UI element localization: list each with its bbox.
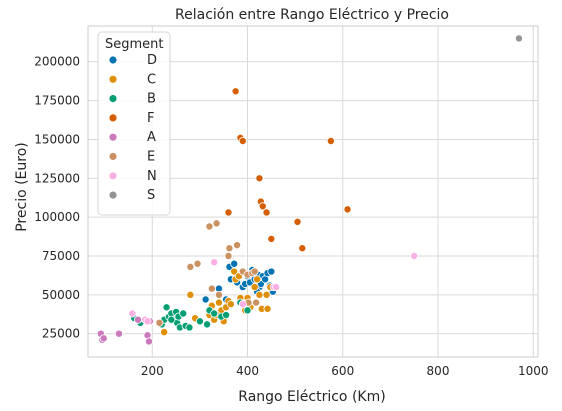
data-point-n xyxy=(272,283,281,292)
data-point-c xyxy=(230,267,239,276)
data-point-e xyxy=(224,251,233,260)
data-point-n xyxy=(128,309,137,318)
data-point-b xyxy=(185,323,194,332)
legend-marker-e xyxy=(108,152,118,161)
chart-title: Relación entre Rango Eléctrico y Precio xyxy=(175,7,449,23)
legend-marker-n xyxy=(108,171,118,181)
data-point-f xyxy=(298,244,307,253)
data-point-f xyxy=(343,205,352,214)
y-tick-label: 200000 xyxy=(34,55,80,69)
y-tick-label: 175000 xyxy=(34,94,80,108)
data-point-c xyxy=(262,290,271,299)
data-point-f xyxy=(293,217,302,226)
y-tick-labels: 25000 50000 75000 100000 125000 150000 175000 2… xyxy=(34,55,80,341)
data-points xyxy=(96,34,523,346)
legend-marker-a xyxy=(108,132,118,142)
data-point-e xyxy=(186,262,195,271)
data-point-f xyxy=(258,202,267,211)
grid-lines xyxy=(88,26,538,357)
data-point-a xyxy=(99,334,108,343)
legend-title: Segment xyxy=(105,37,164,52)
data-point-b xyxy=(210,309,219,318)
data-point-c xyxy=(160,328,169,337)
legend-label-a: A xyxy=(147,130,156,145)
data-point-b xyxy=(195,317,204,326)
data-point-a xyxy=(144,337,153,346)
x-tick-label: 200 xyxy=(141,364,164,378)
data-point-e xyxy=(193,259,202,268)
data-point-b xyxy=(179,309,188,318)
data-point-e xyxy=(250,267,259,276)
legend-label-n: N xyxy=(147,169,157,184)
data-point-f xyxy=(262,208,271,217)
data-point-d xyxy=(230,259,239,268)
data-point-c xyxy=(186,290,195,299)
data-point-b xyxy=(243,306,252,315)
y-tick-label: 25000 xyxy=(42,327,80,341)
data-point-f xyxy=(224,208,233,217)
data-point-n xyxy=(210,258,219,267)
legend-label-b: B xyxy=(147,92,156,107)
legend-label-c: C xyxy=(147,72,156,87)
data-point-e xyxy=(212,219,221,228)
legend-label-f: F xyxy=(147,111,154,126)
data-point-e xyxy=(225,244,234,253)
data-point-c xyxy=(255,290,264,299)
data-point-c xyxy=(263,304,272,313)
data-point-f xyxy=(255,174,264,183)
data-point-e xyxy=(155,318,164,327)
data-point-f xyxy=(267,234,276,243)
data-point-b xyxy=(162,303,171,312)
data-point-e xyxy=(252,298,261,307)
data-point-f xyxy=(231,87,240,96)
legend-marker-c xyxy=(108,74,118,84)
data-point-c xyxy=(250,283,259,292)
legend-marker-d xyxy=(108,55,118,65)
data-point-a xyxy=(133,315,142,324)
y-tick-label: 75000 xyxy=(42,249,80,263)
x-tick-label: 800 xyxy=(427,364,450,378)
legend-marker-s xyxy=(108,190,118,200)
y-tick-label: 125000 xyxy=(34,171,80,185)
data-point-e xyxy=(207,284,216,293)
x-tick-label: 1000 xyxy=(518,364,549,378)
data-point-n xyxy=(143,317,152,326)
y-tick-label: 150000 xyxy=(34,132,80,146)
x-axis-title: Rango Eléctrico (Km) xyxy=(238,389,385,405)
data-point-s xyxy=(514,34,523,43)
data-point-b xyxy=(222,311,231,320)
y-tick-label: 50000 xyxy=(42,288,80,302)
data-point-e xyxy=(205,222,214,231)
legend-label-s: S xyxy=(147,188,155,203)
y-axis-title: Precio (Euro) xyxy=(14,142,30,232)
data-point-e xyxy=(214,290,223,299)
data-point-c xyxy=(253,275,262,284)
data-point-n xyxy=(410,251,419,260)
data-point-c xyxy=(226,300,235,309)
data-point-f xyxy=(326,136,335,145)
data-point-d xyxy=(201,295,210,304)
data-point-c xyxy=(214,298,223,307)
legend-label-e: E xyxy=(147,150,155,165)
plot-frame xyxy=(87,25,539,358)
legend-marker-f xyxy=(108,113,118,123)
data-point-b xyxy=(203,320,212,329)
x-tick-label: 600 xyxy=(331,364,354,378)
y-tick-label: 100000 xyxy=(34,210,80,224)
data-point-n xyxy=(238,300,247,309)
x-tick-labels: 200 400 600 800 1000 xyxy=(141,364,549,378)
data-point-b xyxy=(167,315,176,324)
data-point-a xyxy=(114,329,123,338)
data-point-e xyxy=(233,241,242,250)
legend-marker-b xyxy=(108,94,118,103)
data-point-f xyxy=(238,136,247,145)
x-tick-label: 400 xyxy=(236,364,259,378)
legend-label-d: D xyxy=(147,53,157,68)
data-point-d xyxy=(267,267,276,276)
